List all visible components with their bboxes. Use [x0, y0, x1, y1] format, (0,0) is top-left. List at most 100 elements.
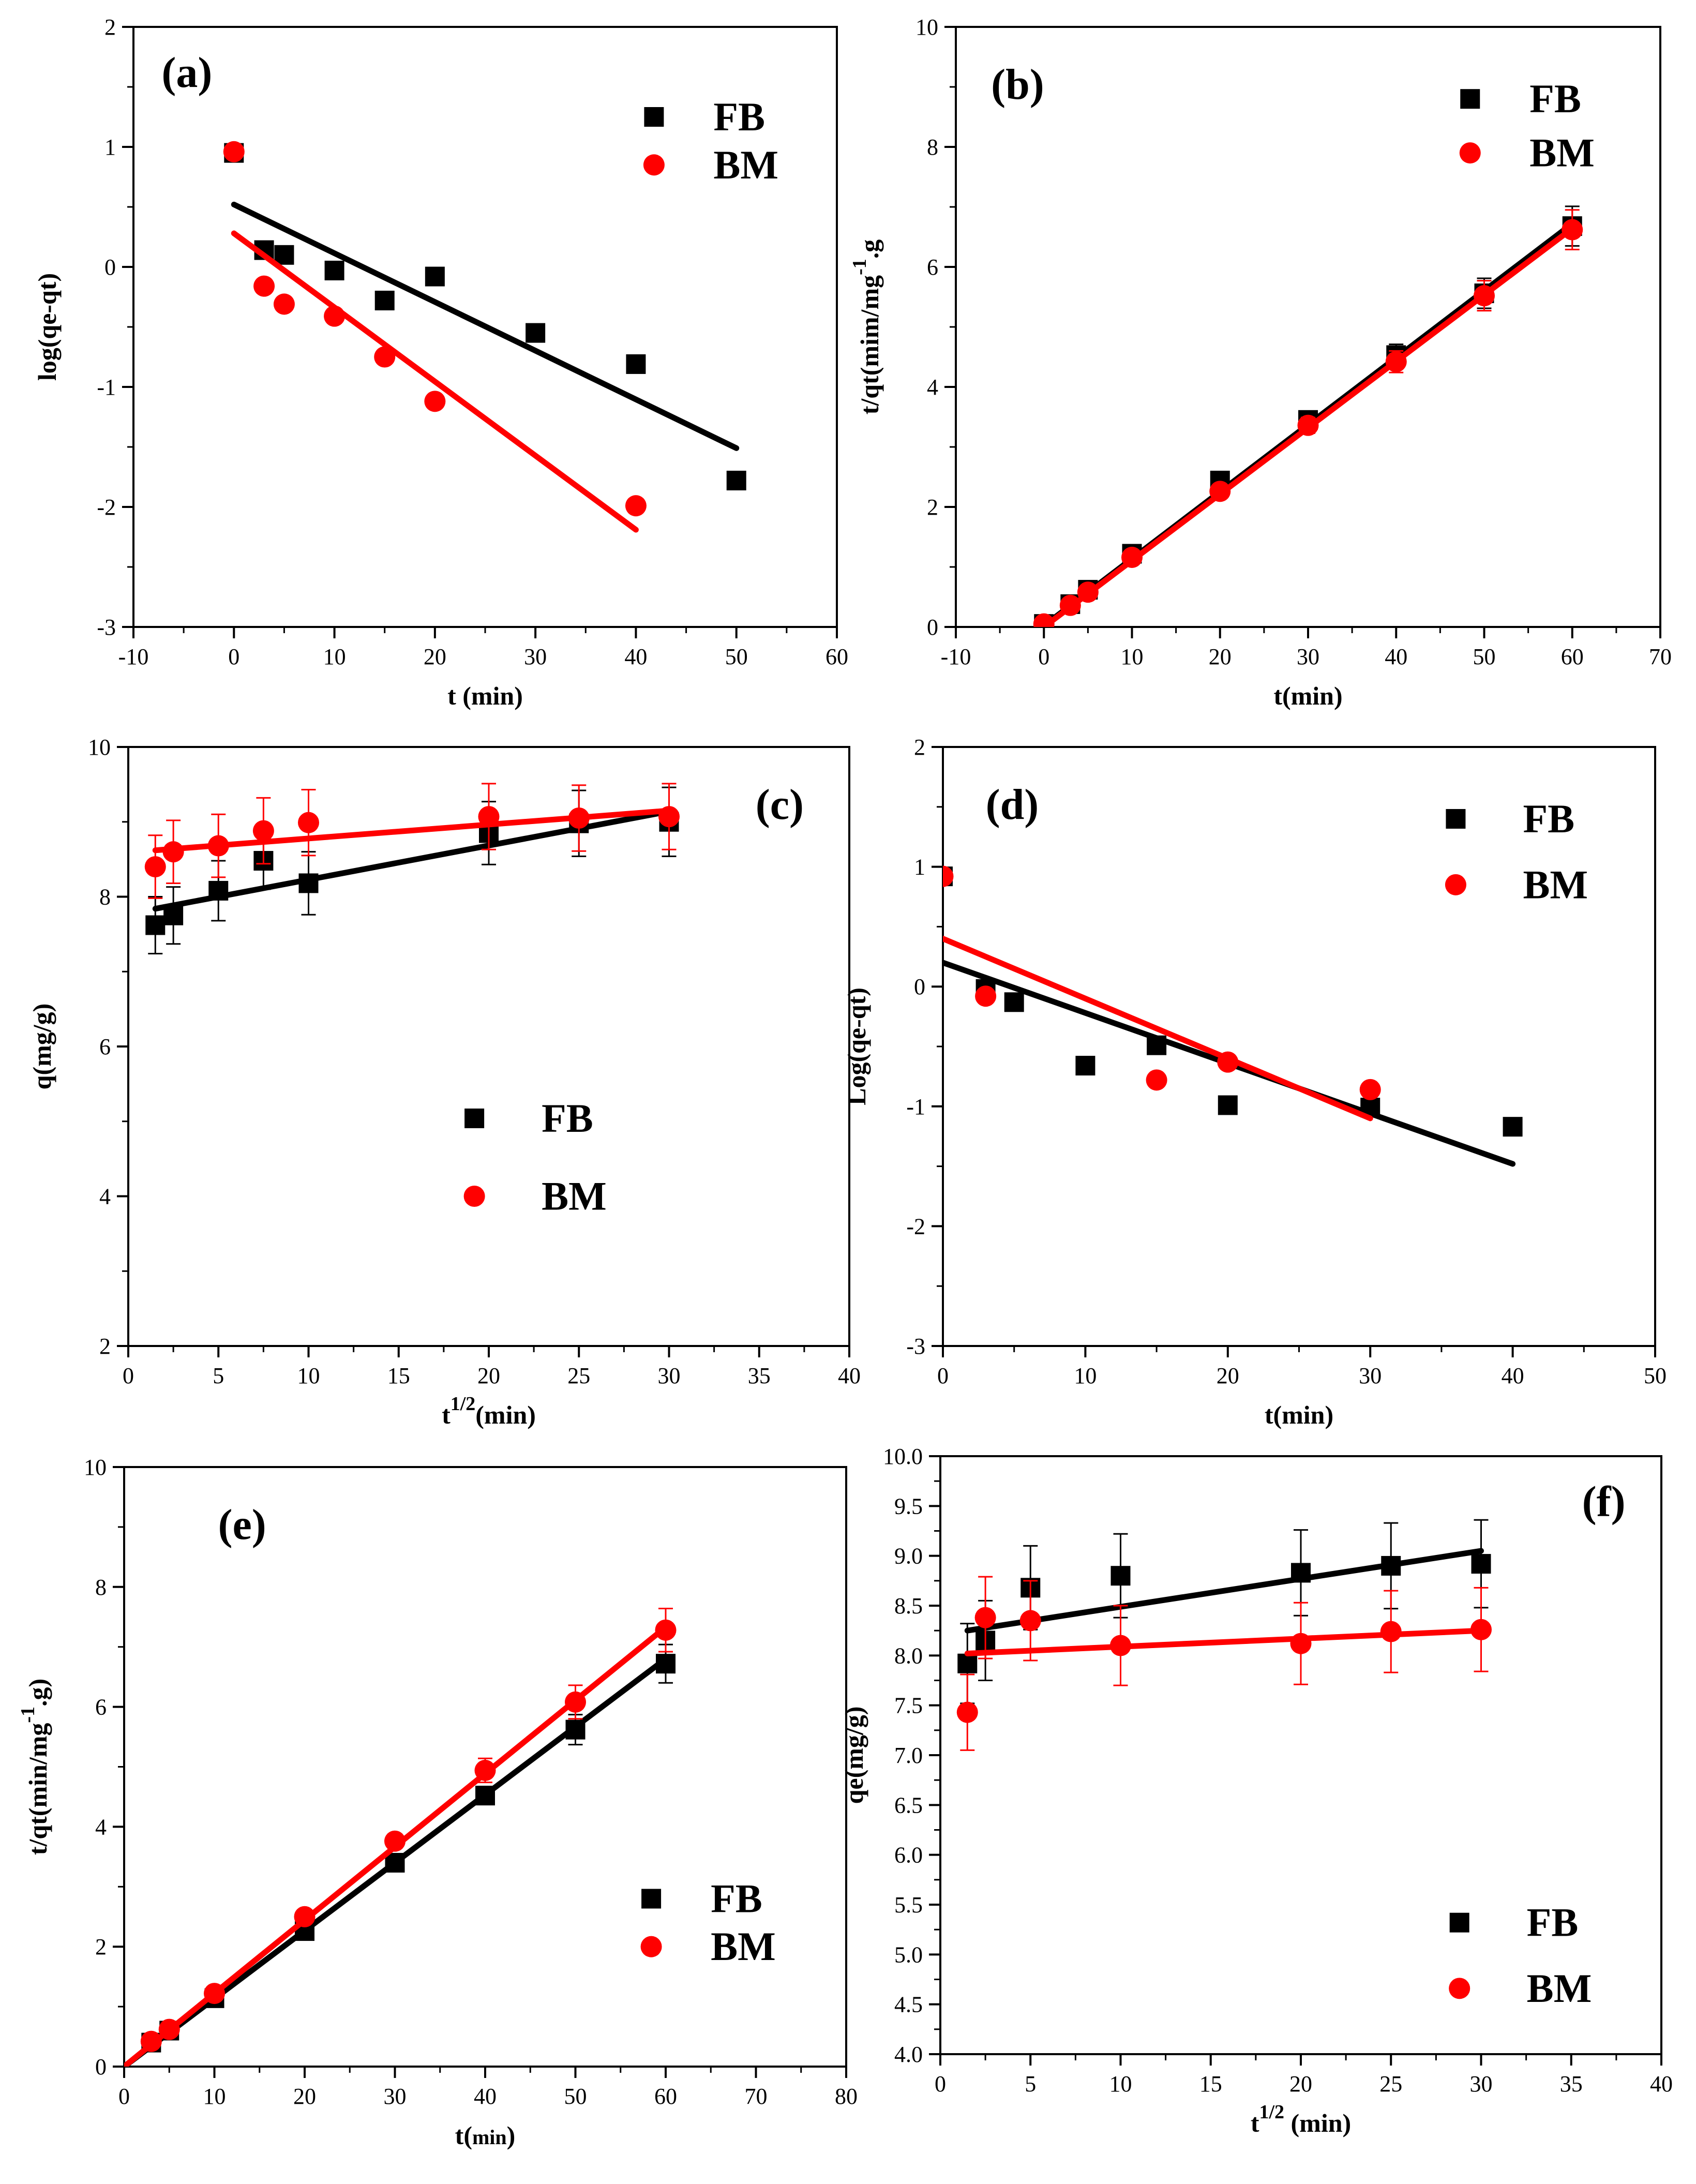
legend-marker-bm [1445, 874, 1466, 895]
y-tick-label: 5.5 [894, 1892, 923, 1918]
x-tick-label: 50 [564, 2084, 587, 2109]
y-tick-label: 6 [99, 1034, 111, 1059]
y-tick-label: 7.5 [894, 1693, 923, 1718]
x-axis-label-main: t(min) [1273, 681, 1342, 710]
data-point [1562, 219, 1583, 241]
y-tick-label: 2 [927, 495, 938, 520]
x-tick-label: 70 [745, 2084, 768, 2109]
x-tick-label: 0 [935, 2071, 946, 2097]
y-axis-label-main: qe(mg/g) [839, 1707, 868, 1804]
panel-label: (b) [991, 61, 1044, 109]
y-axis-label-main: log(qe-qt) [33, 273, 62, 381]
data-point [425, 266, 445, 287]
x-axis-label-main: t (min) [447, 681, 523, 710]
data-point [294, 1906, 316, 1927]
series-fb [124, 1643, 676, 2067]
x-tick-label: 40 [1650, 2071, 1673, 2097]
y-tick-label: 8.5 [894, 1593, 923, 1619]
data-point [298, 873, 319, 893]
x-tick-label: 20 [1217, 1363, 1239, 1388]
legend-label-bm: BM [542, 1174, 607, 1219]
data-point [1059, 594, 1081, 616]
y-axis-label-main: q(mg/g) [27, 1004, 56, 1090]
x-tick-label: 20 [1289, 2071, 1312, 2097]
data-point [252, 820, 274, 842]
data-point [655, 1619, 677, 1641]
data-point [474, 1759, 496, 1781]
data-point [158, 2018, 180, 2040]
panel-c: 0 5 10 15 20 25 30 35 40 2 4 6 8 10 t1/2(min) q(mg/g) (c… [27, 735, 861, 1429]
x-tick-label: 10 [1109, 2071, 1132, 2097]
data-point [144, 856, 166, 878]
y-tick-label: 0 [95, 2054, 107, 2080]
y-tick-label: 6 [927, 255, 938, 280]
series-bm [124, 1608, 677, 2067]
x-tick-label: 25 [1379, 2071, 1402, 2097]
data-point [956, 1701, 978, 1723]
data-point [1297, 414, 1319, 436]
x-tick-label: 50 [1473, 644, 1496, 669]
y-tick-label: 4 [927, 375, 938, 400]
x-tick-label: 60 [654, 2084, 677, 2109]
x-axis-label: t1/2(min) [442, 1393, 536, 1429]
x-tick-label: 30 [1470, 2071, 1493, 2097]
x-tick-label: 15 [1199, 2071, 1222, 2097]
x-tick-label: 30 [658, 1363, 681, 1388]
x-tick-label: 20 [1209, 644, 1232, 669]
y-tick-label: 8 [927, 134, 938, 160]
panel-b: -10 0 10 20 30 40 50 60 700246810t(min)t/qt(mim/… [849, 14, 1672, 710]
y-tick-label: -1 [97, 375, 116, 400]
y-tick-label: 10 [88, 735, 111, 760]
plot-content [956, 1519, 1492, 1751]
series-bm [223, 141, 647, 533]
x-axis-label-sup: 1/2 [1259, 2101, 1284, 2123]
y-tick-label: 1 [914, 855, 925, 880]
data-point [384, 1830, 406, 1852]
x-axis-label-sup: 1/2 [451, 1393, 476, 1415]
series-fb [145, 786, 679, 955]
x-tick-label: 30 [384, 2084, 407, 2109]
legend-label-fb: FB [711, 1876, 762, 1921]
x-axis-label-tail: (min) [1284, 2108, 1351, 2137]
y-tick-label: 8.0 [894, 1643, 923, 1668]
data-point [1381, 1555, 1401, 1576]
data-point [1380, 1621, 1402, 1642]
x-tick-label: 0 [937, 1363, 949, 1388]
x-tick-label: 40 [1502, 1363, 1524, 1388]
legend-marker-bm [1459, 142, 1481, 164]
series-bm [943, 865, 1381, 1121]
fit-line [964, 1627, 1484, 1656]
data-point [1291, 1563, 1311, 1583]
y-axis-label-main: Log(qe-qt) [842, 988, 871, 1105]
legend-marker-fb [1460, 89, 1480, 109]
plot-content [223, 141, 746, 533]
x-tick-label: 0 [1038, 644, 1049, 669]
x-tick-label: 25 [567, 1363, 590, 1388]
x-axis-label: t(min) [455, 2121, 516, 2150]
x-tick-label: 50 [1644, 1363, 1667, 1388]
data-point [324, 260, 344, 280]
data-point [975, 985, 997, 1007]
data-point [1109, 1635, 1132, 1656]
legend-label-fb: FB [1523, 796, 1574, 841]
data-point [957, 1653, 978, 1673]
x-tick-label: -10 [118, 644, 149, 669]
series-bm [144, 783, 680, 899]
x-axis-label-main: t [1251, 2108, 1259, 2137]
data-point [207, 835, 229, 857]
fit-line [231, 201, 740, 451]
x-tick-label: 20 [293, 2084, 316, 2109]
data-point [526, 323, 546, 343]
x-axis-label-tail: (min) [475, 1400, 536, 1429]
y-axis-label-tail: .g) [23, 1679, 52, 1707]
plot-content [943, 865, 1523, 1167]
data-point [424, 391, 446, 412]
x-tick-label: 10 [1121, 644, 1144, 669]
data-point [1218, 1095, 1238, 1115]
y-tick-label: 1 [104, 134, 116, 160]
x-tick-label: 5 [1025, 2071, 1036, 2097]
